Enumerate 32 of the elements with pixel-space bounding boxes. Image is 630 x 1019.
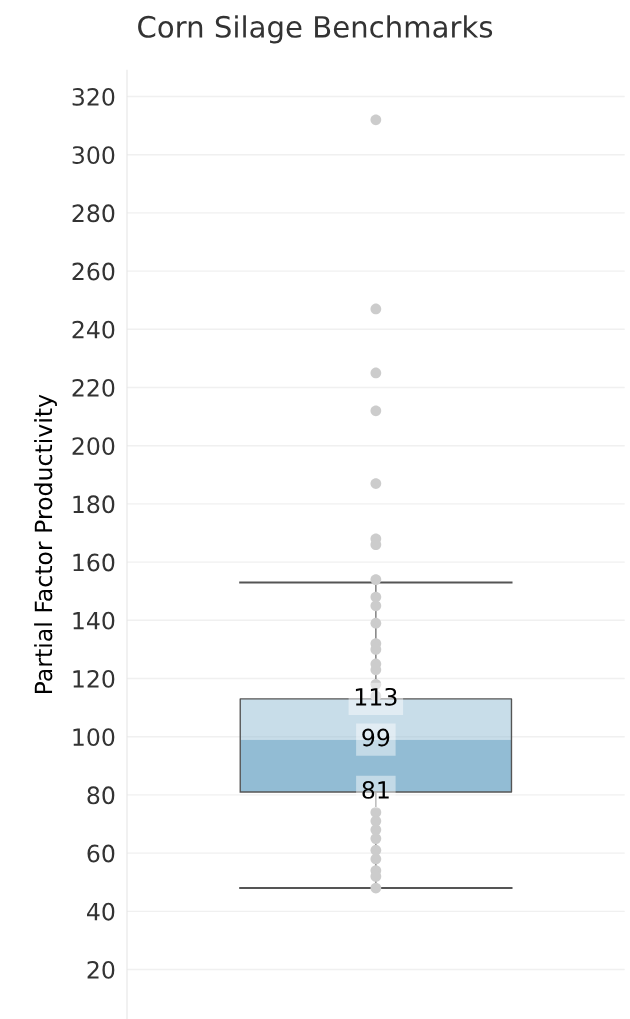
y-tick-label: 320 xyxy=(72,87,115,106)
y-tick-label: 300 xyxy=(72,146,115,165)
point xyxy=(370,405,382,417)
y-tick-label: 80 xyxy=(87,786,115,805)
chart-title: Corn Silage Benchmarks xyxy=(138,15,493,44)
point xyxy=(370,114,382,126)
y-tick-label: 200 xyxy=(72,437,115,456)
annotation: 113 xyxy=(355,687,397,706)
y-tick-label: 260 xyxy=(72,262,115,281)
point xyxy=(370,600,382,612)
point xyxy=(370,367,382,379)
y-axis-title: Partial Factor Productivity xyxy=(34,394,57,694)
point xyxy=(370,303,382,315)
y-tick-label: 40 xyxy=(87,902,115,921)
point xyxy=(370,833,382,844)
y-tick-label: 120 xyxy=(73,669,115,688)
y-tick-label: 60 xyxy=(87,844,115,863)
point xyxy=(370,574,382,585)
y-tick-label: 20 xyxy=(87,960,115,979)
y-tick-label: 180 xyxy=(73,495,115,514)
point xyxy=(370,617,382,629)
point xyxy=(370,478,382,489)
y-tick-label: 240 xyxy=(72,320,115,339)
point xyxy=(370,853,382,865)
y-tick-label: 280 xyxy=(72,204,115,223)
y-tick-label: 140 xyxy=(73,611,115,630)
annotation: 81 xyxy=(362,781,389,799)
y-tick-label: 100 xyxy=(73,728,115,747)
point xyxy=(370,882,382,894)
annotation: 99 xyxy=(362,728,390,747)
y-tick-label: 220 xyxy=(72,378,115,397)
y-tick-label: 160 xyxy=(73,553,115,572)
